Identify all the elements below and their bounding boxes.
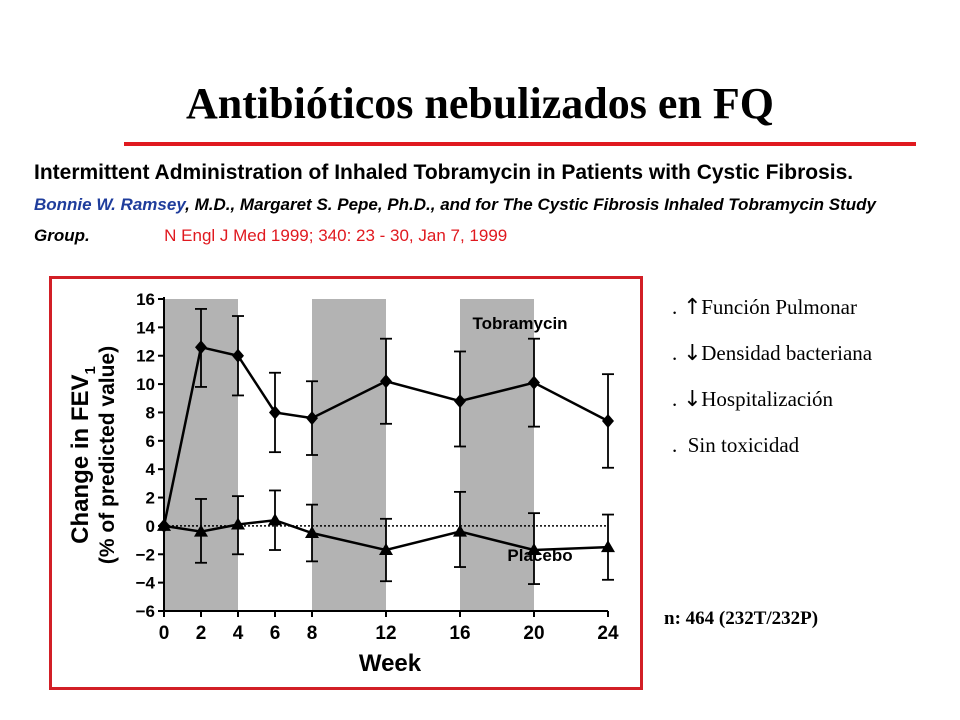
finding-item: . ↓Hospitalización: [672, 376, 872, 422]
shaded-period: [460, 299, 534, 611]
slide-title: Antibióticos nebulizados en FQ: [186, 79, 774, 128]
y-tick-label: 2: [146, 489, 155, 508]
y-tick-label: −6: [136, 602, 155, 621]
citation-title: Intermittent Administration of Inhaled T…: [34, 161, 854, 184]
x-axis-title: Week: [359, 650, 422, 677]
y-tick-label: 8: [146, 403, 155, 422]
citation-first-author: Bonnie W. Ramsey: [34, 195, 186, 214]
data-point-tobramycin: [306, 411, 318, 426]
shaded-period: [312, 299, 386, 611]
data-point-tobramycin: [380, 374, 392, 389]
data-point-placebo: [527, 543, 541, 556]
y-tick-label: −4: [136, 574, 156, 593]
data-point-placebo: [453, 524, 467, 537]
y-tick-label: 4: [146, 460, 156, 479]
down-arrow-icon: ↓: [683, 387, 702, 412]
up-arrow-icon: ↑: [683, 295, 702, 320]
x-tick-label: 24: [597, 623, 619, 644]
data-point-placebo: [601, 540, 615, 553]
data-point-tobramycin: [528, 375, 540, 390]
data-point-placebo: [157, 518, 171, 531]
y-tick-label: −2: [136, 545, 155, 564]
data-point-tobramycin: [232, 348, 244, 363]
x-tick-label: 4: [233, 623, 244, 644]
data-point-tobramycin: [454, 394, 466, 409]
x-tick-label: 6: [270, 623, 281, 644]
finding-item: . ↓Densidad bacteriana: [672, 330, 872, 376]
title-divider: [124, 142, 916, 146]
bullet-dot: .: [672, 341, 678, 365]
finding-item: . Sin toxicidad: [672, 422, 872, 468]
y-tick-label: 16: [136, 290, 155, 309]
y-axis-title-units: (% of predicted value): [96, 346, 119, 564]
findings-list: . ↑Función Pulmonar . ↓Densidad bacteriana…: [672, 284, 872, 468]
data-point-placebo: [268, 513, 282, 526]
data-point-placebo: [231, 517, 245, 530]
y-tick-label: 10: [136, 375, 155, 394]
finding-text: Hospitalización: [701, 387, 834, 411]
x-tick-label: 16: [449, 623, 470, 644]
y-tick-label: 12: [136, 347, 155, 366]
bullet-dot: .: [672, 433, 678, 457]
series-label-tobramycin: Tobramycin: [472, 314, 567, 333]
x-tick-label: 20: [523, 623, 544, 644]
data-point-placebo: [305, 526, 319, 538]
y-tick-label: 0: [146, 517, 155, 536]
citation-reference: N Engl J Med 1999; 340: 23 - 30, Jan 7, …: [164, 226, 508, 245]
finding-text: Sin toxicidad: [687, 433, 800, 457]
data-point-tobramycin: [195, 340, 207, 355]
data-point-tobramycin: [602, 413, 614, 428]
y-axis-title: Change in FEV1: [67, 366, 99, 544]
x-tick-label: 8: [307, 623, 318, 644]
bullet-dot: .: [672, 295, 678, 319]
down-arrow-icon: ↓: [683, 341, 702, 366]
citation: Intermittent Administration of Inhaled T…: [34, 158, 914, 252]
finding-item: . ↑Función Pulmonar: [672, 284, 872, 330]
citation-authors-rest: , M.D., Margaret S. Pepe, Ph.D., and for…: [34, 195, 876, 245]
y-axis-title-subscript: 1: [82, 366, 99, 374]
citation-authors: Bonnie W. Ramsey, M.D., Margaret S. Pepe…: [34, 195, 876, 245]
fev1-chart-frame: 16 14 12 10 8 6 4 2 0 −2 −4 −6 0 2 4 6 8 12 16 20 24 Week Chan…: [49, 276, 643, 690]
x-tick-label: 12: [375, 623, 396, 644]
y-tick-label: 6: [146, 432, 155, 451]
x-tick-label: 0: [159, 623, 170, 644]
bullet-dot: .: [672, 387, 678, 411]
finding-text: Densidad bacteriana: [701, 341, 873, 365]
y-axis-title-main: Change in FEV: [67, 374, 94, 543]
data-point-placebo: [379, 543, 393, 556]
sample-size: n: 464 (232T/232P): [664, 608, 819, 629]
series-label-placebo: Placebo: [507, 546, 572, 565]
x-tick-label: 2: [196, 623, 207, 644]
finding-text: Función Pulmonar: [701, 295, 857, 319]
y-tick-label: 14: [136, 318, 155, 337]
data-point-tobramycin: [269, 405, 281, 420]
data-point-placebo: [194, 524, 208, 537]
